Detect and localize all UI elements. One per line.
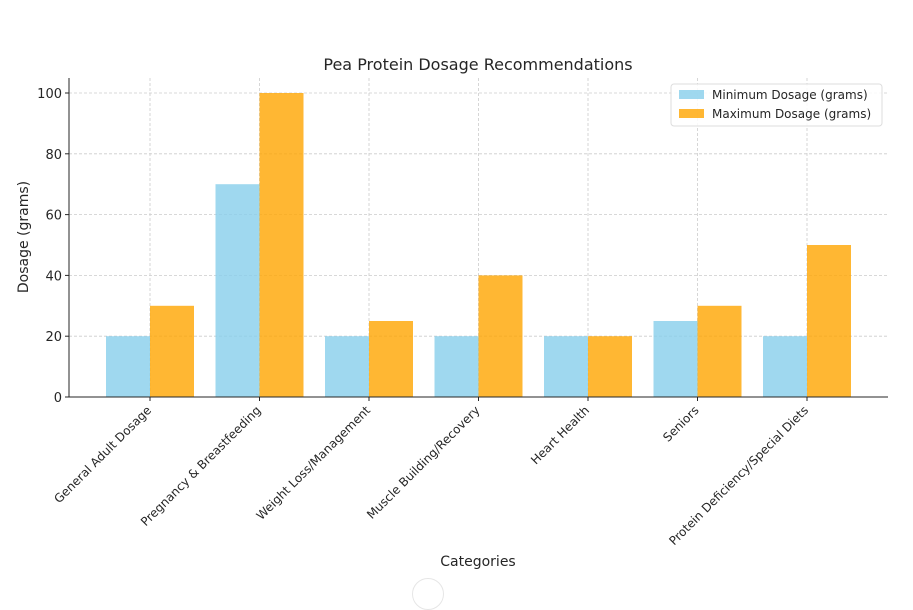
- y-tick-label: 100: [37, 87, 62, 102]
- scroll-button[interactable]: [412, 578, 444, 610]
- bar-max-4: [588, 336, 632, 397]
- bar-max-6: [807, 245, 851, 397]
- legend-swatch-min: [679, 90, 704, 99]
- legend-label-max: Maximum Dosage (grams): [712, 107, 871, 121]
- bar-chart: Pea Protein Dosage Recommendations 0 20 40…: [16, 55, 888, 570]
- x-tick-label: Muscle Building/Recovery: [364, 403, 483, 522]
- bar-max-5: [697, 305, 742, 397]
- x-tick-label: Weight Loss/Management: [254, 403, 374, 523]
- legend-frame: [670, 83, 883, 127]
- bar-min-6: [763, 336, 807, 397]
- legend-swatch-max: [679, 109, 704, 118]
- bar-max-0: [150, 305, 194, 397]
- bar-max-2: [369, 321, 413, 397]
- bar-min-0: [106, 336, 150, 397]
- x-axis-label: Categories: [440, 554, 515, 570]
- bar-min-2: [325, 336, 369, 397]
- legend-label-min: Minimum Dosage (grams): [712, 88, 868, 102]
- y-tick-label: 80: [45, 148, 62, 163]
- y-axis-label: Dosage (grams): [16, 181, 32, 293]
- bars: [106, 93, 851, 397]
- bar-min-5: [653, 321, 698, 397]
- bar-min-3: [434, 336, 479, 397]
- x-tick-label: Heart Health: [528, 403, 592, 467]
- y-tick-label: 0: [54, 391, 62, 406]
- y-tick-label: 40: [45, 269, 62, 284]
- x-tick-label: Pregnancy & Breastfeeding: [138, 403, 264, 529]
- x-tick-label: Seniors: [660, 403, 701, 444]
- chart-title: Pea Protein Dosage Recommendations: [323, 55, 632, 74]
- bar-max-3: [478, 275, 523, 397]
- bar-min-1: [215, 184, 260, 397]
- y-tick-label: 60: [45, 209, 62, 224]
- y-tick-label: 20: [45, 330, 62, 345]
- bar-max-1: [259, 93, 304, 397]
- legend: Minimum Dosage (grams) Maximum Dosage (g…: [670, 83, 883, 127]
- x-tick-label: General Adult Dosage: [51, 403, 154, 506]
- bar-min-4: [544, 336, 588, 397]
- y-axis-ticks: 0 20 40 60 80 100: [37, 87, 69, 406]
